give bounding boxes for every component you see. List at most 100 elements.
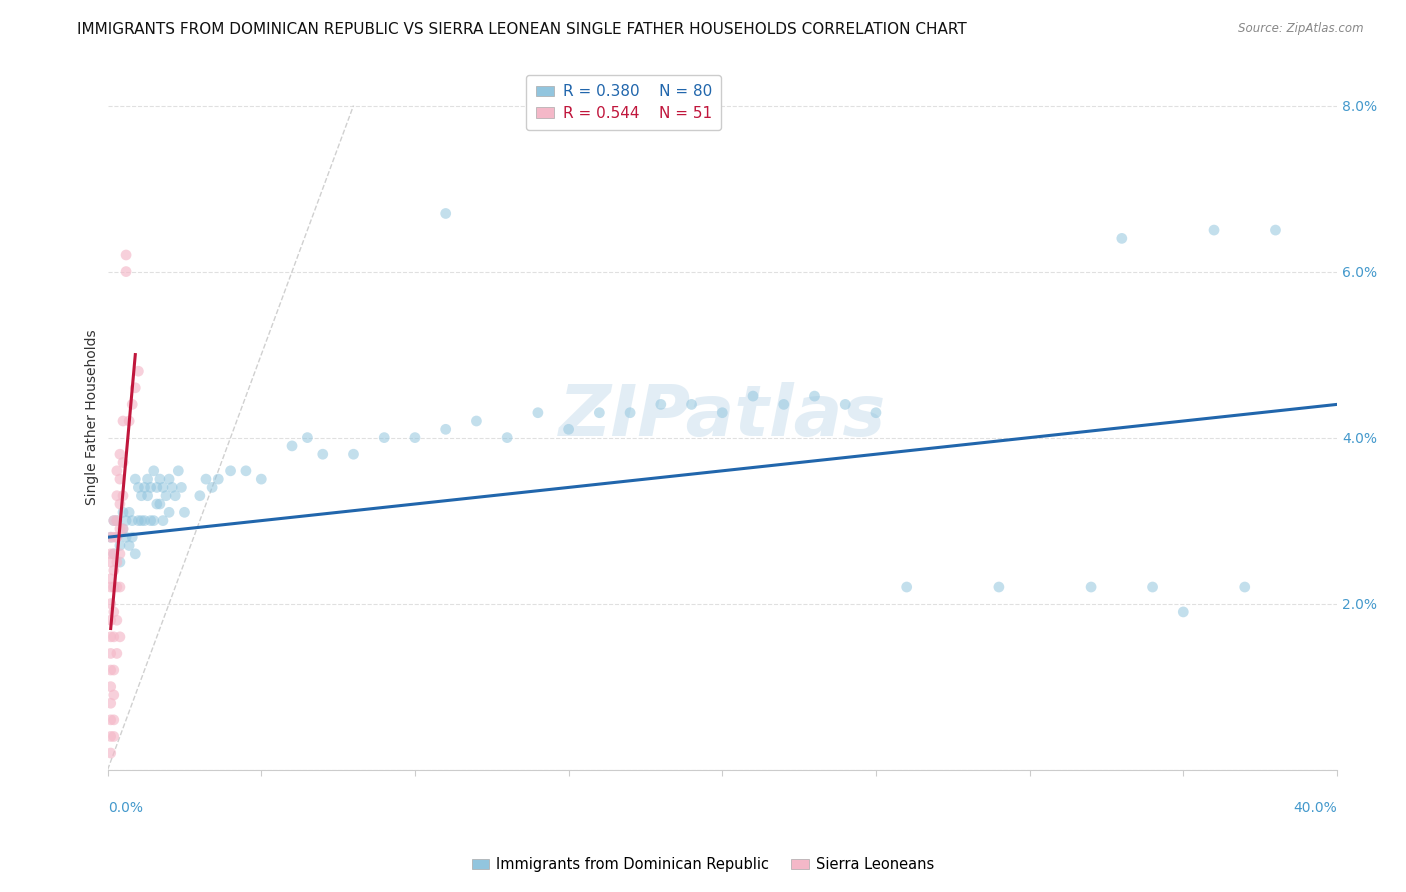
Point xyxy=(173,505,195,519)
Point xyxy=(131,489,153,503)
Point xyxy=(108,447,131,461)
Point xyxy=(100,547,122,561)
Point xyxy=(127,514,149,528)
Point xyxy=(170,480,193,494)
Point xyxy=(496,431,519,445)
Point xyxy=(108,547,131,561)
Point xyxy=(105,514,128,528)
Point xyxy=(121,530,143,544)
Point xyxy=(127,364,149,378)
Point xyxy=(100,663,122,677)
Point xyxy=(100,680,122,694)
Point xyxy=(557,422,579,436)
Point xyxy=(134,514,156,528)
Point xyxy=(588,406,610,420)
Point xyxy=(100,530,122,544)
Point xyxy=(136,489,159,503)
Point xyxy=(155,489,177,503)
Point xyxy=(105,555,128,569)
Point xyxy=(105,489,128,503)
Point xyxy=(103,605,125,619)
Point xyxy=(111,489,134,503)
Point xyxy=(1142,580,1164,594)
Point xyxy=(896,580,918,594)
Point xyxy=(124,381,146,395)
Point xyxy=(834,397,856,411)
Point xyxy=(121,514,143,528)
Point xyxy=(105,613,128,627)
Point xyxy=(1080,580,1102,594)
Point xyxy=(146,480,169,494)
Point xyxy=(121,397,143,411)
Point xyxy=(100,730,122,744)
Y-axis label: Single Father Households: Single Father Households xyxy=(86,329,100,505)
Point xyxy=(105,530,128,544)
Point xyxy=(742,389,765,403)
Point xyxy=(157,472,180,486)
Point xyxy=(527,406,550,420)
Point xyxy=(100,572,122,586)
Point xyxy=(115,514,138,528)
Point xyxy=(100,597,122,611)
Point xyxy=(207,472,229,486)
Point xyxy=(105,530,128,544)
Text: 0.0%: 0.0% xyxy=(108,801,142,815)
Point xyxy=(312,447,335,461)
Point xyxy=(124,472,146,486)
Point xyxy=(100,580,122,594)
Legend: Immigrants from Dominican Republic, Sierra Leoneans: Immigrants from Dominican Republic, Sier… xyxy=(465,851,941,878)
Point xyxy=(108,555,131,569)
Point xyxy=(139,480,162,494)
Point xyxy=(103,630,125,644)
Point xyxy=(157,505,180,519)
Point xyxy=(105,464,128,478)
Point xyxy=(146,497,169,511)
Point xyxy=(1233,580,1256,594)
Text: 40.0%: 40.0% xyxy=(1294,801,1337,815)
Point xyxy=(100,647,122,661)
Point xyxy=(108,497,131,511)
Point xyxy=(142,464,165,478)
Point xyxy=(342,447,364,461)
Point xyxy=(465,414,488,428)
Point xyxy=(105,580,128,594)
Point xyxy=(772,397,794,411)
Point xyxy=(103,688,125,702)
Point xyxy=(281,439,304,453)
Point xyxy=(149,472,172,486)
Point xyxy=(115,248,138,262)
Point xyxy=(219,464,242,478)
Point xyxy=(124,547,146,561)
Point xyxy=(619,406,641,420)
Point xyxy=(235,464,257,478)
Point xyxy=(134,480,156,494)
Point xyxy=(103,580,125,594)
Point xyxy=(103,563,125,577)
Point xyxy=(194,472,217,486)
Point xyxy=(404,431,426,445)
Point xyxy=(108,522,131,536)
Point xyxy=(103,514,125,528)
Point xyxy=(103,547,125,561)
Point xyxy=(103,663,125,677)
Point xyxy=(100,746,122,760)
Point xyxy=(108,472,131,486)
Point xyxy=(373,431,395,445)
Point xyxy=(108,630,131,644)
Point xyxy=(201,480,224,494)
Point xyxy=(103,530,125,544)
Legend: R = 0.380    N = 80, R = 0.544    N = 51: R = 0.380 N = 80, R = 0.544 N = 51 xyxy=(526,75,721,129)
Point xyxy=(434,206,457,220)
Point xyxy=(139,514,162,528)
Point xyxy=(100,530,122,544)
Point xyxy=(108,580,131,594)
Point xyxy=(100,713,122,727)
Point xyxy=(118,414,141,428)
Point xyxy=(111,522,134,536)
Point xyxy=(111,505,134,519)
Point xyxy=(105,514,128,528)
Point xyxy=(165,489,187,503)
Point xyxy=(105,647,128,661)
Point xyxy=(188,489,211,503)
Point xyxy=(100,613,122,627)
